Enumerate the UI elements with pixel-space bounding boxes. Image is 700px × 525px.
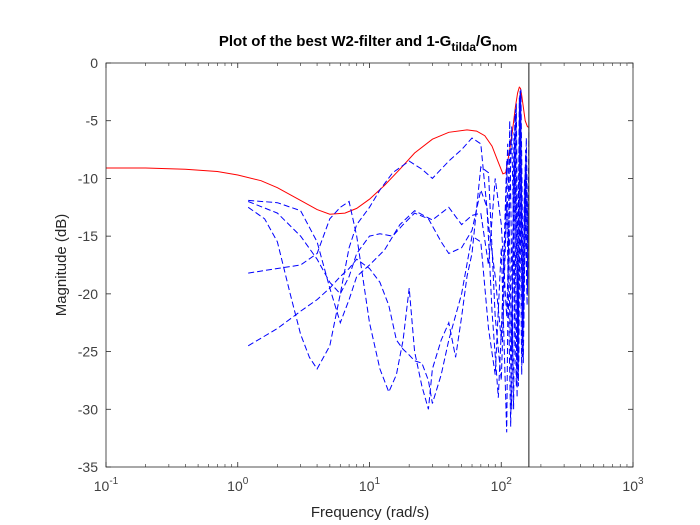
y-tick-label: 0 [90,55,98,71]
dashed-series-line-4 [247,89,529,433]
x-tick-label: 102 [491,476,513,494]
x-tick-label: 101 [359,476,381,494]
chart-title-subscript-1: tilda [451,40,476,54]
chart-title: Plot of the best W2-filter and 1-Gtilda/… [219,33,517,54]
dashed-series-line-5 [248,90,529,398]
dashed-series-line-2 [247,91,529,410]
x-tick-label: 100 [227,476,249,494]
series-layer [106,86,530,433]
y-axis-label: Magnitude (dB) [53,214,70,317]
y-tick-label: -35 [78,459,98,475]
y-tick-label: -30 [78,401,98,417]
y-tick-label: -5 [86,113,99,129]
x-axis-label: Frequency (rad/s) [311,504,429,521]
dashed-series-line-3 [248,97,530,427]
y-tick-label: -25 [78,344,98,360]
y-tick-label: -15 [78,228,98,244]
chart-title-slash: /G [476,33,492,50]
y-tick-label: -20 [78,286,98,302]
y-tick-label: -10 [78,170,98,186]
chart-title-main: Plot of the best W2-filter and 1-G [219,33,452,50]
w2-filter-line [106,86,530,215]
chart-title-subscript-2: nom [492,40,517,54]
x-tick-label: 103 [622,476,644,494]
x-tick-label: 10-1 [94,476,119,494]
